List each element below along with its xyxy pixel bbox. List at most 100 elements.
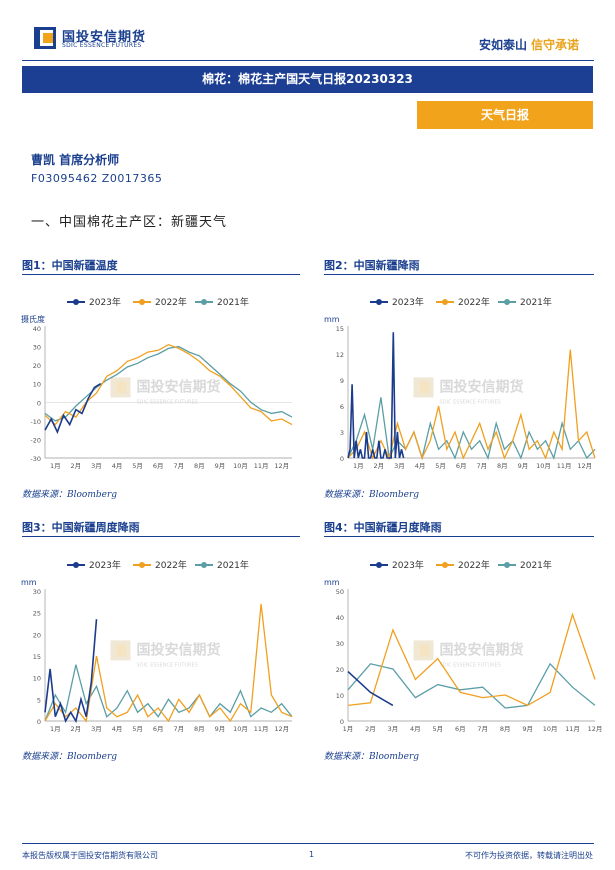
legend-label-1: 2022年 [458, 559, 490, 571]
fig3-source: 数据来源：Bloomberg [22, 752, 118, 762]
y-tick-label: 30 [336, 640, 344, 648]
y-tick-label: 15 [336, 325, 344, 333]
legend-label-2: 2021年 [520, 296, 552, 308]
y-tick-label: 30 [33, 344, 41, 352]
x-tick-label: 11月 [254, 462, 269, 470]
x-tick-label: 1月 [50, 462, 61, 470]
author-license: F03095462 Z0017365 [31, 172, 163, 185]
y-tick-label: 9 [340, 377, 344, 385]
x-tick-label: 8月 [500, 725, 511, 733]
x-tick-label: 7月 [477, 725, 488, 733]
legend-marker-1 [442, 562, 448, 568]
x-tick-label: 7月 [173, 725, 184, 733]
slogan-part1: 安如泰山 [478, 38, 527, 52]
legend-label-0: 2023年 [89, 296, 121, 308]
fig3-rule [22, 536, 300, 537]
x-tick-label: 8月 [194, 725, 205, 733]
x-tick-label: 11月 [557, 462, 572, 470]
x-tick-label: 1月 [353, 462, 364, 470]
fig2-chart: 2023年 2022年 2021年 mm 0 3 6 9 12 15 国投安信期货 SDIC ESSE… [324, 296, 596, 470]
series-line-2 [44, 664, 293, 722]
header-divider [22, 60, 594, 61]
y-axis-label: mm [324, 578, 340, 587]
watermark-logo-inner [116, 644, 127, 657]
y-tick-label: 30 [33, 588, 41, 596]
x-tick-label: 8月 [497, 462, 508, 470]
report-title: 棉花：棉花主产国天气日报20230323 [22, 66, 593, 93]
y-tick-label: 20 [33, 362, 41, 370]
y-tick-label: 10 [33, 675, 41, 683]
legend-marker-2 [201, 562, 207, 568]
x-tick-label: 2月 [71, 725, 82, 733]
fig4-chart: 2023年 2022年 2021年 mm 0 10 20 30 40 50 国投安信期货 SDIC E… [324, 559, 603, 733]
y-tick-label: 0 [37, 718, 41, 726]
footer-divider [22, 843, 594, 844]
x-tick-label: 5月 [132, 462, 143, 470]
series-line-1 [44, 603, 293, 723]
x-tick-label: 11月 [565, 725, 580, 733]
x-tick-label: 3月 [91, 725, 102, 733]
series-line-1 [347, 612, 596, 707]
fig4-source: 数据来源：Bloomberg [324, 752, 420, 762]
fig1-rule [22, 274, 300, 275]
x-tick-label: 9月 [518, 462, 529, 470]
x-tick-label: 5月 [432, 725, 443, 733]
y-tick-label: 10 [33, 381, 41, 389]
legend-marker-2 [504, 299, 510, 305]
legend-label-0: 2023年 [392, 296, 424, 308]
watermark-english: SDIC ESSENCE FUTURES [137, 662, 198, 668]
x-tick-label: 3月 [388, 725, 399, 733]
legend-label-1: 2022年 [155, 296, 187, 308]
x-tick-label: 2月 [71, 462, 82, 470]
x-tick-label: 12月 [274, 725, 289, 733]
y-tick-label: 50 [336, 588, 344, 596]
watermark-english: SDIC ESSENCE FUTURES [440, 399, 501, 405]
section-heading: 一、中国棉花主产区：新疆天气 [31, 215, 228, 230]
y-tick-label: 3 [340, 429, 344, 437]
fig3-chart: 2023年 2022年 2021年 mm 0 5 10 15 20 25 30 国投安信期货 SDIC … [21, 559, 293, 733]
y-tick-label: -20 [30, 436, 41, 444]
series-line-2 [44, 345, 293, 422]
legend-marker-2 [504, 562, 510, 568]
fig2-rule [324, 274, 594, 275]
y-axis-label: mm [324, 315, 340, 324]
y-tick-label: 5 [37, 696, 41, 704]
y-tick-label: -10 [30, 418, 41, 426]
x-tick-label: 6月 [153, 725, 164, 733]
fig2-title: 图2：中国新疆降雨 [324, 259, 420, 272]
y-axis-label: mm [21, 578, 37, 587]
x-tick-label: 2月 [374, 462, 385, 470]
footer-disclaimer: 不可作为投资依据，转载请注明出处 [465, 851, 593, 860]
x-tick-label: 11月 [254, 725, 269, 733]
x-tick-label: 12月 [588, 725, 603, 733]
legend-label-2: 2021年 [217, 296, 249, 308]
x-tick-label: 9月 [215, 462, 226, 470]
fig4-title: 图4：中国新疆月度降雨 [324, 521, 442, 534]
y-tick-label: 40 [33, 325, 41, 333]
watermark-logo-inner [116, 381, 127, 394]
x-tick-label: 3月 [394, 462, 405, 470]
x-tick-label: 4月 [415, 462, 426, 470]
watermark-text: 国投安信期货 [440, 378, 524, 395]
x-tick-label: 7月 [173, 462, 184, 470]
x-tick-label: 9月 [215, 725, 226, 733]
legend-marker-1 [139, 562, 145, 568]
x-tick-label: 6月 [456, 462, 467, 470]
legend-marker-0 [73, 562, 79, 568]
y-tick-label: 20 [33, 631, 41, 639]
y-tick-label: 12 [336, 351, 344, 359]
y-tick-label: 40 [336, 614, 344, 622]
y-tick-label: 0 [340, 718, 344, 726]
legend-label-0: 2023年 [89, 559, 121, 571]
legend-marker-0 [376, 562, 382, 568]
legend-label-0: 2023年 [392, 559, 424, 571]
legend-marker-1 [442, 299, 448, 305]
legend-label-2: 2021年 [217, 559, 249, 571]
legend-marker-2 [201, 299, 207, 305]
legend-marker-0 [73, 299, 79, 305]
company-logo-english: SDIC ESSENCE FUTURES [62, 42, 142, 49]
x-tick-label: 4月 [112, 462, 123, 470]
series-line-0 [347, 332, 405, 459]
fig2-source: 数据来源：Bloomberg [324, 490, 420, 500]
fig4-rule [324, 536, 594, 537]
